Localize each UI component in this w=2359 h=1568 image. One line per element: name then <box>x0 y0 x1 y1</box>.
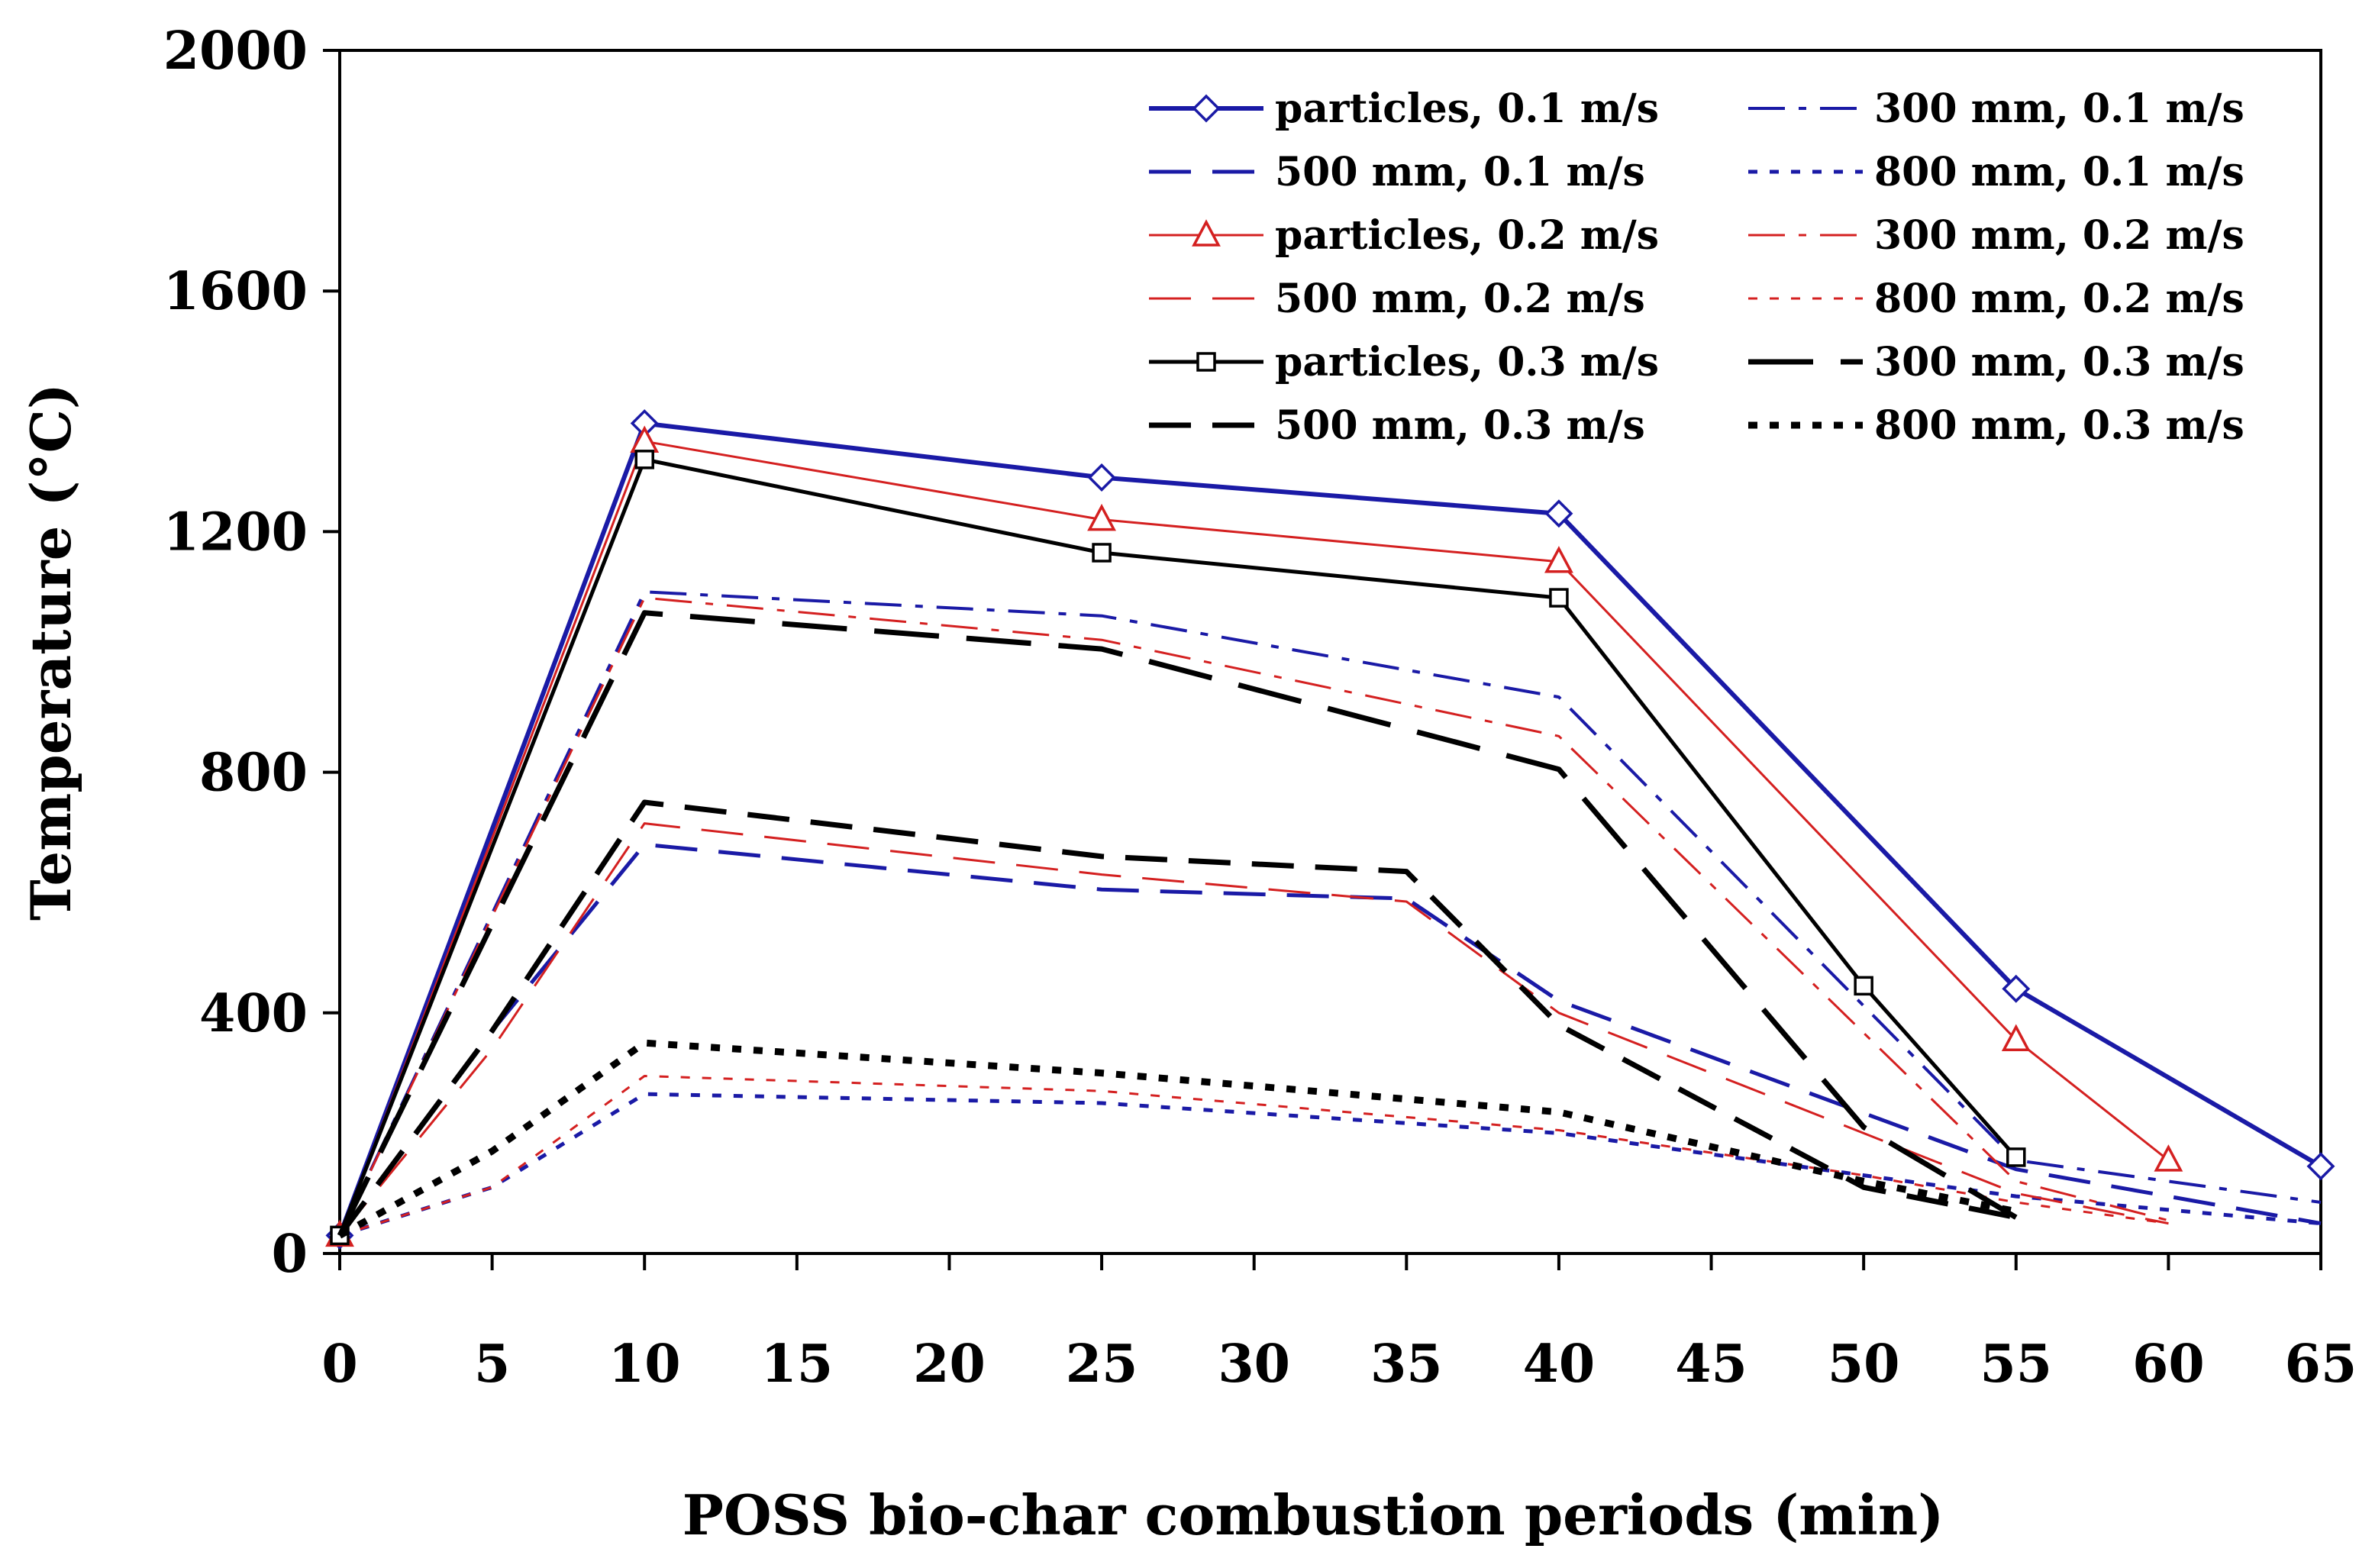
y-tick-label: 1200 <box>163 502 308 563</box>
series-11 <box>337 1039 2017 1239</box>
legend-entry: 500 mm, 0.1 m/s <box>1149 149 1645 195</box>
legend-entry: particles, 0.1 m/s <box>1149 85 1659 132</box>
series-line <box>338 440 2170 1236</box>
series-2 <box>337 842 2322 1237</box>
legend-entry: particles, 0.2 m/s <box>1149 212 1659 259</box>
x-tick-label: 25 <box>1066 1334 1138 1395</box>
x-tick-label: 55 <box>1980 1334 2052 1395</box>
plot-area <box>325 409 2335 1250</box>
axes: 0 400 800 1200 1600 2000 0 5 10 15 20 25 30 35 40 45 50 5… <box>163 21 2357 1395</box>
data-point-marker <box>2001 1024 2031 1052</box>
x-tick-label: 20 <box>913 1334 986 1395</box>
series-5 <box>338 596 2169 1237</box>
y-tick-label: 800 <box>199 743 308 804</box>
series-6 <box>338 822 2169 1237</box>
legend-label: 500 mm, 0.1 m/s <box>1275 149 1645 195</box>
legend-label: 500 mm, 0.2 m/s <box>1275 276 1645 322</box>
plot-frame <box>338 49 2322 1255</box>
x-tick-label: 60 <box>2132 1334 2205 1395</box>
legend-label: particles, 0.3 m/s <box>1275 339 1659 386</box>
legend-entry: 800 mm, 0.3 m/s <box>1748 402 2244 449</box>
data-point-marker <box>1854 976 1873 996</box>
x-tick-label: 15 <box>761 1334 834 1395</box>
legend-label: 500 mm, 0.3 m/s <box>1275 402 1645 449</box>
series-line <box>337 799 2017 1237</box>
legend-label: 300 mm, 0.3 m/s <box>1874 339 2244 386</box>
legend-entry: 800 mm, 0.1 m/s <box>1748 149 2244 195</box>
legend-entry: 300 mm, 0.2 m/s <box>1748 212 2244 259</box>
legend-entry: 500 mm, 0.2 m/s <box>1149 276 1645 322</box>
data-point-marker <box>2006 1147 2026 1167</box>
legend-marker <box>1192 94 1221 123</box>
y-tick-label: 1600 <box>163 261 308 322</box>
series-line <box>337 1039 2017 1239</box>
y-tick-label: 0 <box>272 1224 308 1285</box>
legend-entry: 500 mm, 0.3 m/s <box>1149 402 1645 449</box>
legend-entry: 800 mm, 0.2 m/s <box>1748 276 2244 322</box>
series-line <box>338 590 2322 1237</box>
data-point-marker <box>2154 1144 2183 1172</box>
data-point-marker <box>2306 1152 2335 1181</box>
data-point-marker <box>1549 588 1569 608</box>
series-line <box>339 1092 2322 1237</box>
legend-label: 300 mm, 0.2 m/s <box>1874 212 2244 259</box>
x-tick-label: 40 <box>1523 1334 1596 1395</box>
x-tick-label: 5 <box>474 1334 510 1395</box>
x-tick-label: 10 <box>608 1334 681 1395</box>
data-point-marker <box>2002 974 2031 1003</box>
x-tick-label: 65 <box>2285 1334 2357 1395</box>
legend-label: particles, 0.2 m/s <box>1275 212 1659 259</box>
data-point-marker <box>634 450 654 469</box>
series-line <box>338 596 2169 1237</box>
x-tick-label: 50 <box>1828 1334 1900 1395</box>
series-1 <box>338 590 2322 1237</box>
legend-marker <box>1192 219 1221 247</box>
series-3 <box>339 1092 2322 1237</box>
legend: particles, 0.1 m/s 300 mm, 0.1 m/s 500 mm,… <box>1149 85 2244 449</box>
x-tick-label: 30 <box>1218 1334 1290 1395</box>
x-axis-title: POSS bio-char combustion periods (min) <box>683 1483 1944 1547</box>
legend-entry: 300 mm, 0.3 m/s <box>1748 339 2244 386</box>
legend-label: 800 mm, 0.1 m/s <box>1874 149 2244 195</box>
data-point-marker <box>1092 543 1112 563</box>
series-line <box>338 822 2169 1237</box>
legend-entry: particles, 0.3 m/s <box>1149 339 1659 386</box>
series-line <box>337 610 2018 1237</box>
series-line <box>337 457 2018 1237</box>
series-10 <box>337 799 2017 1237</box>
legend-marker <box>1196 352 1216 372</box>
x-tick-label: 0 <box>321 1334 357 1395</box>
legend-label: particles, 0.1 m/s <box>1275 85 1659 132</box>
data-point-marker <box>1544 499 1573 528</box>
data-point-marker <box>1087 463 1116 492</box>
y-tick-label: 400 <box>199 983 308 1044</box>
x-tick-label: 45 <box>1675 1334 1747 1395</box>
data-point-marker <box>1544 546 1573 573</box>
legend-label: 800 mm, 0.2 m/s <box>1874 276 2244 322</box>
series-9 <box>337 610 2018 1237</box>
legend-label: 800 mm, 0.3 m/s <box>1874 402 2244 449</box>
x-tick-label: 35 <box>1370 1334 1443 1395</box>
series-line <box>337 842 2322 1237</box>
legend-entry: 300 mm, 0.1 m/s <box>1748 85 2244 132</box>
data-point-marker <box>1087 503 1116 531</box>
y-axis-title: Temperature (°C) <box>18 383 83 921</box>
legend-label: 300 mm, 0.1 m/s <box>1874 85 2244 132</box>
series-0 <box>325 409 2335 1250</box>
series-line <box>337 421 2322 1237</box>
y-tick-label: 2000 <box>163 21 308 82</box>
